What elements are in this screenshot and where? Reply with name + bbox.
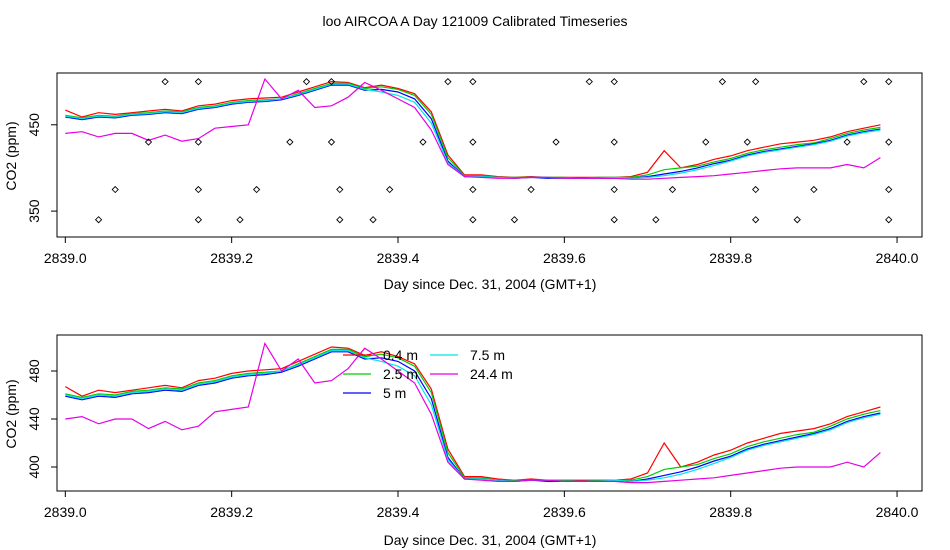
- top-series-line-2: [65, 84, 881, 179]
- sample-point: [144, 138, 153, 146]
- sample-point: [510, 216, 519, 224]
- sample-point: [810, 185, 818, 194]
- sample-point: [194, 185, 203, 194]
- sample-point: [419, 138, 427, 146]
- sample-point: [585, 77, 593, 86]
- bottom-panel-y-axis: 400 440 480: [26, 359, 57, 479]
- sample-point: [552, 138, 560, 146]
- bottom-panel: 2839.0 2839.2 2839.4 2839.6 2839.8 2840.0 400…: [3, 334, 923, 548]
- top-series-line-3: [65, 83, 881, 179]
- top-y-tick-label: 350: [26, 199, 42, 223]
- legend: 0.4 m 2.5 m 5 m 7.5 m 24.4 m: [343, 347, 513, 401]
- sample-point: [610, 185, 618, 194]
- bottom-x-tick-label: 2839.2: [210, 504, 253, 520]
- legend-label: 2.5 m: [383, 366, 418, 382]
- sample-point: [793, 216, 801, 224]
- sample-point: [752, 185, 760, 194]
- sample-point: [743, 138, 751, 146]
- sample-point: [252, 185, 261, 194]
- sample-point: [286, 138, 294, 146]
- sample-point: [327, 77, 336, 86]
- sample-point: [652, 216, 660, 224]
- sample-point: [194, 216, 203, 224]
- sample-point: [469, 77, 477, 86]
- sample-point: [702, 138, 710, 146]
- top-panel-frame: [56, 72, 923, 238]
- sample-point: [752, 77, 760, 86]
- top-x-tick-label: 2839.2: [210, 250, 253, 266]
- sample-point: [469, 185, 477, 194]
- sample-point: [444, 77, 452, 86]
- top-x-tick-label: 2839.4: [377, 250, 420, 266]
- legend-label: 5 m: [383, 385, 406, 401]
- sample-point: [302, 77, 311, 86]
- top-x-tick-label: 2839.0: [44, 250, 87, 266]
- sample-point: [668, 185, 677, 194]
- figure-title: loo AIRCOA A Day 121009 Calibrated Times…: [322, 13, 627, 29]
- sample-point: [386, 185, 394, 194]
- sample-point: [885, 138, 893, 146]
- legend-label: 7.5 m: [470, 347, 505, 363]
- sample-point: [843, 138, 851, 146]
- legend-label: 0.4 m: [383, 347, 418, 363]
- sample-point: [718, 77, 727, 86]
- sample-point: [369, 216, 377, 224]
- bottom-x-tick-label: 2839.4: [377, 504, 420, 520]
- legend-label: 24.4 m: [470, 366, 513, 382]
- top-series-line-1: [65, 82, 881, 179]
- bottom-panel-ylabel: CO2 (ppm): [3, 379, 19, 448]
- top-panel-ylabel: CO2 (ppm): [3, 121, 19, 190]
- top-x-tick-label: 2839.8: [709, 250, 752, 266]
- sample-point: [610, 216, 618, 224]
- bottom-series-line-4: [65, 341, 881, 484]
- top-panel-points: [94, 77, 893, 224]
- bottom-x-tick-label: 2839.6: [543, 504, 586, 520]
- bottom-y-tick-label: 400: [26, 455, 42, 479]
- top-panel-series: [65, 77, 881, 180]
- sample-point: [527, 185, 535, 194]
- bottom-series-line-1: [65, 348, 881, 483]
- bottom-y-tick-label: 440: [26, 407, 42, 431]
- bottom-x-tick-label: 2840.0: [876, 504, 919, 520]
- sample-point: [610, 77, 618, 86]
- sample-point: [752, 216, 760, 224]
- top-series-line-4: [65, 77, 881, 180]
- sample-point: [194, 138, 203, 146]
- sample-point: [336, 185, 344, 194]
- sample-point: [194, 77, 203, 86]
- bottom-x-tick-label: 2839.8: [709, 504, 752, 520]
- bottom-panel-x-axis: 2839.0 2839.2 2839.4 2839.6 2839.8 2840.0: [44, 490, 919, 520]
- bottom-panel-xlabel: Day since Dec. 31, 2004 (GMT+1): [384, 532, 597, 548]
- bottom-x-tick-label: 2839.0: [44, 504, 87, 520]
- sample-point: [885, 216, 893, 224]
- bottom-panel-series: [65, 341, 881, 484]
- sample-point: [469, 216, 477, 224]
- sample-point: [860, 77, 868, 86]
- sample-point: [111, 185, 119, 194]
- sample-point: [161, 77, 169, 86]
- top-panel-xlabel: Day since Dec. 31, 2004 (GMT+1): [384, 276, 597, 292]
- sample-point: [885, 77, 893, 86]
- top-y-tick-label: 450: [26, 113, 42, 137]
- sample-point: [885, 185, 893, 194]
- top-panel-y-axis: 350 450: [26, 113, 57, 223]
- sample-point: [336, 216, 344, 224]
- top-panel: 2839.0 2839.2 2839.4 2839.6 2839.8 2840.0 350…: [3, 72, 923, 292]
- bottom-series-line-0: [65, 346, 881, 481]
- sample-point: [327, 138, 336, 146]
- top-x-tick-label: 2840.0: [876, 250, 919, 266]
- sample-point: [94, 216, 103, 224]
- sample-point: [469, 138, 477, 146]
- sample-point: [610, 138, 618, 146]
- top-x-tick-label: 2839.6: [543, 250, 586, 266]
- top-panel-x-axis: 2839.0 2839.2 2839.4 2839.6 2839.8 2840.0: [44, 236, 919, 266]
- sample-point: [236, 216, 244, 224]
- top-series-line-0: [65, 80, 881, 179]
- bottom-y-tick-label: 480: [26, 359, 42, 383]
